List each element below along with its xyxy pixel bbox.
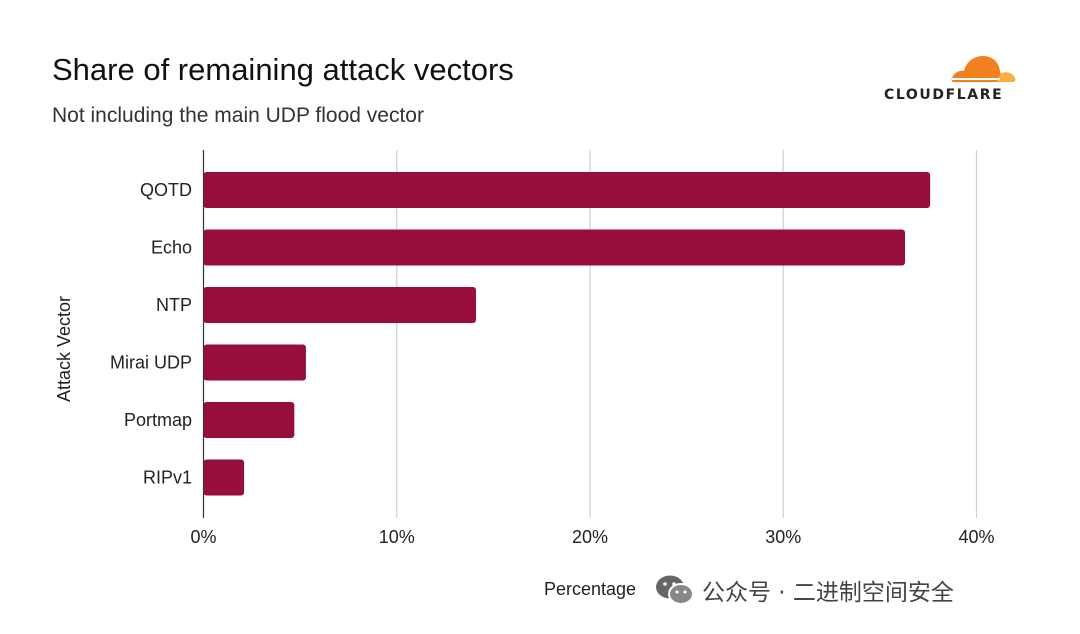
- cloud-logo-icon: [951, 56, 1016, 82]
- watermark-text: 公众号 · 二进制空间安全: [702, 580, 954, 606]
- cloudflare-logo: CLOUDFLARE: [884, 52, 1024, 108]
- bar-ntp: [203, 287, 476, 323]
- bar-echo: [203, 229, 905, 266]
- category-label: QOTD: [140, 180, 192, 200]
- bar-portmap: [203, 402, 295, 438]
- y-axis-title: Attack Vector: [54, 296, 74, 402]
- x-tick-label: 0%: [190, 527, 216, 547]
- x-tick-label: 20%: [572, 527, 608, 547]
- x-tick-label: 10%: [379, 527, 415, 547]
- logo-wordmark: CLOUDFLARE: [884, 87, 1004, 103]
- bar-mirai-udp: [203, 344, 306, 381]
- category-labels: QOTD Echo NTP Mirai UDP Portmap RIPv1: [110, 180, 192, 488]
- category-label: Portmap: [124, 410, 192, 430]
- grid-lines: [396, 150, 978, 518]
- chart-subtitle: Not including the main UDP flood vector: [52, 104, 424, 127]
- bar-ripv1: [203, 459, 245, 496]
- bars: [203, 172, 931, 496]
- category-label: Mirai UDP: [110, 353, 192, 373]
- chart-title: Share of remaining attack vectors: [52, 52, 514, 87]
- category-label: RIPv1: [143, 468, 192, 488]
- x-tick-label: 30%: [765, 527, 801, 547]
- wechat-icon: [656, 575, 694, 605]
- watermark: 公众号 · 二进制空间安全: [654, 572, 954, 608]
- bar-qotd: [203, 172, 931, 208]
- category-label: NTP: [156, 295, 192, 315]
- x-axis-title: Percentage: [544, 579, 636, 599]
- x-tick-labels: 0% 10% 20% 30% 40%: [190, 527, 994, 547]
- x-tick-label: 40%: [958, 527, 994, 547]
- category-label: Echo: [151, 238, 192, 258]
